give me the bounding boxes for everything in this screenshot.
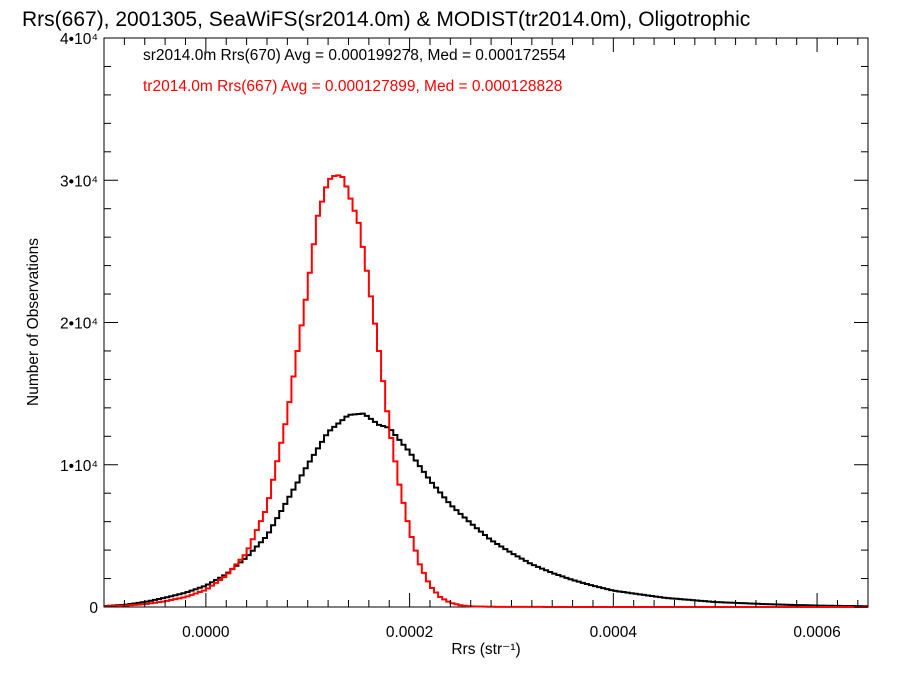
x-tick-label: 0.0002 — [386, 624, 433, 641]
series-tr2014-histogram — [104, 174, 868, 608]
x-tick-label: 0.0006 — [793, 624, 840, 641]
x-tick-label: 0.0004 — [590, 624, 638, 641]
legend-entry-sr2014: sr2014.0m Rrs(670) Avg = 0.000199278, Me… — [143, 47, 566, 64]
series-layer — [104, 174, 868, 608]
y-axis-label: Number of Observations — [25, 238, 42, 406]
series-sr2014-histogram — [104, 412, 868, 608]
y-tick-label: 0 — [89, 600, 98, 617]
x-tick-label: 0.0000 — [182, 624, 230, 641]
y-tick-label: 4•10⁴ — [60, 31, 98, 48]
y-tick-label: 3•10⁴ — [60, 173, 98, 190]
chart-title: Rrs(667), 2001305, SeaWiFS(sr2014.0m) & … — [22, 8, 750, 31]
y-tick-label: 1•10⁴ — [60, 458, 98, 475]
legend-entry-tr2014: tr2014.0m Rrs(667) Avg = 0.000127899, Me… — [143, 78, 562, 95]
y-tick-label: 2•10⁴ — [60, 316, 98, 333]
ticks-layer: 0.0000 0.0002 0.0004 0.0006 0 1•10⁴ 2•10⁴ 3•10⁴… — [60, 31, 868, 641]
x-axis-label: Rrs (str⁻¹) — [451, 641, 520, 658]
plot-frame — [103, 37, 869, 608]
